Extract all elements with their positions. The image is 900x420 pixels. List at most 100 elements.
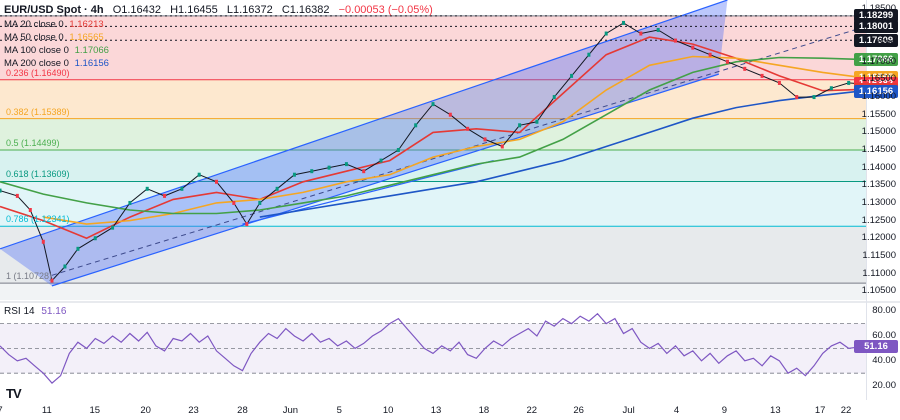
time-axis-tick: 10 — [382, 405, 394, 416]
candle — [180, 186, 184, 191]
tradingview-logo-icon: TV — [6, 386, 22, 401]
candle — [743, 66, 747, 71]
rsi-legend[interactable]: RSI 14 51.16 — [4, 306, 66, 317]
ma50-legend[interactable]: MA 50 close 0 1.16565 — [4, 32, 104, 43]
time-axis-tick: 15 — [89, 405, 101, 416]
price-axis-tick: 1.11500 — [862, 249, 896, 261]
candle — [587, 52, 591, 57]
candle — [76, 246, 80, 251]
chart-header: EUR/USD Spot · 4h O1.16432 H1.16455 L1.1… — [4, 4, 439, 16]
fib-level-label: 0.5 (1.14499) — [6, 138, 60, 149]
candle — [483, 137, 487, 142]
candle — [362, 169, 366, 174]
rsi-axis-tick: 40.00 — [872, 354, 896, 366]
time-axis-tick: 13 — [430, 405, 442, 416]
candle — [431, 102, 435, 107]
candle — [15, 193, 19, 198]
fib-level-label: 0.618 (1.13609) — [6, 169, 70, 180]
price-axis-tick: 1.17500 — [861, 38, 896, 50]
candle — [466, 126, 470, 131]
time-axis-tick: 5 — [336, 405, 342, 416]
time-axis-tick: Jun — [282, 405, 299, 416]
price-tag: 1.17066 — [854, 52, 898, 66]
candle — [41, 239, 45, 244]
time-axis-tick: 4 — [673, 405, 680, 416]
candle — [639, 31, 643, 36]
time-axis-tick: Jul — [622, 405, 635, 416]
fib-level-label: 0.786 (1.12341) — [6, 214, 70, 225]
candle — [552, 95, 556, 100]
price-tag: 1.17609 — [854, 33, 898, 47]
close-value: C1.16382 — [281, 4, 330, 16]
ma50-value: 1.16565 — [69, 32, 104, 43]
ma-series-2 — [0, 56, 858, 215]
fib-level-label: 0.382 (1.15389) — [6, 106, 70, 117]
candle — [28, 208, 32, 212]
ma100-label: MA 100 close 0 — [4, 45, 69, 56]
rsi-axis-tick: 80.00 — [872, 305, 896, 317]
candle — [197, 172, 201, 177]
rsi-tag: 51.16 — [854, 340, 898, 354]
channel-upper-line — [0, 0, 728, 250]
candle — [725, 59, 729, 64]
price-axis-tick: 1.12000 — [861, 232, 896, 244]
price-axis-tick: 1.16000 — [861, 91, 896, 103]
candle — [847, 80, 851, 85]
candle — [245, 222, 249, 227]
change-value: −0.00053 (−0.05%) — [338, 4, 433, 16]
candle — [777, 80, 781, 85]
rsi-value: 51.16 — [41, 306, 67, 317]
candle — [812, 95, 816, 100]
candle — [656, 28, 660, 32]
low-value: L1.16372 — [226, 4, 273, 16]
price-axis-tick: 1.16500 — [861, 73, 896, 85]
price-axis-tick: 1.18500 — [861, 2, 896, 14]
candle — [93, 236, 97, 241]
rsi-line — [0, 312, 858, 384]
candle — [535, 119, 539, 124]
time-axis-tick: 26 — [573, 405, 584, 416]
rsi-axis-tick: 20.00 — [872, 379, 896, 391]
price-axis-tick: 1.13000 — [861, 196, 896, 208]
candle — [829, 86, 833, 91]
candle — [379, 158, 383, 163]
ma20-legend[interactable]: MA 20 close 0 1.16213 — [4, 19, 104, 30]
candle — [327, 165, 331, 170]
fib-zone-5 — [0, 226, 866, 284]
ma200-legend[interactable]: MA 200 close 0 1.16156 — [4, 58, 109, 69]
ma200-label: MA 200 close 0 — [4, 58, 69, 69]
candle — [344, 162, 348, 167]
candle — [708, 52, 712, 57]
price-tag: 1.18299 — [854, 9, 898, 23]
rsi-label: RSI 14 — [4, 306, 35, 317]
channel-fill — [0, 0, 728, 286]
ma100-legend[interactable]: MA 100 close 0 1.17066 — [4, 45, 109, 56]
candle — [232, 200, 236, 205]
candle — [795, 95, 799, 100]
ma-series-3 — [259, 90, 858, 218]
candle — [128, 200, 132, 205]
fib-level-label: 1 (1.10728) — [6, 271, 53, 282]
time-axis-tick: 28 — [237, 405, 248, 416]
time-axis-tick: 18 — [478, 405, 490, 416]
price-axis-tick: 1.15500 — [861, 108, 896, 120]
price-axis-tick: 1.11000 — [862, 267, 896, 279]
price-axis-tick: 1.14000 — [861, 161, 896, 173]
candle — [111, 225, 115, 230]
candle — [500, 144, 504, 149]
price-axis-tick: 1.10500 — [861, 285, 896, 297]
price-axis-tick: 1.17000 — [861, 55, 896, 67]
rsi-axis-tick: 60.00 — [872, 330, 896, 341]
ma20-label: MA 20 close 0 — [4, 19, 64, 30]
candle — [673, 38, 677, 43]
candle — [760, 73, 764, 78]
price-axis-tick: 1.12500 — [861, 214, 896, 226]
time-axis-tick: 22 — [840, 405, 852, 416]
fib-level-label: 0.236 (1.16490) — [6, 67, 70, 78]
candle — [604, 31, 608, 36]
candle — [518, 123, 522, 128]
symbol-title[interactable]: EUR/USD Spot · 4h — [4, 4, 104, 16]
fib-zone-1 — [0, 79, 866, 119]
time-axis-tick: 23 — [188, 405, 199, 416]
